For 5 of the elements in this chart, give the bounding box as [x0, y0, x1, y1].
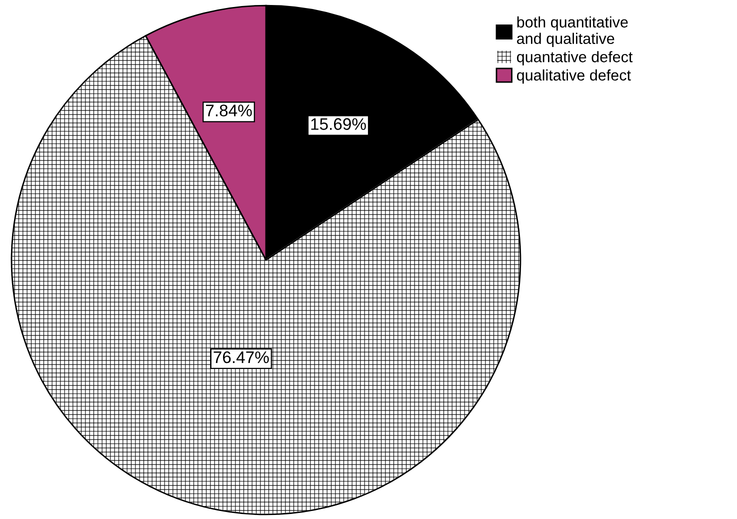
legend-label: qualitative defect: [516, 69, 631, 84]
data-label: 15.69%: [311, 118, 366, 130]
legend-label: quantative defect: [516, 51, 633, 66]
data-label: 76.47%: [214, 351, 269, 364]
data-label: 7.84%: [206, 104, 252, 116]
